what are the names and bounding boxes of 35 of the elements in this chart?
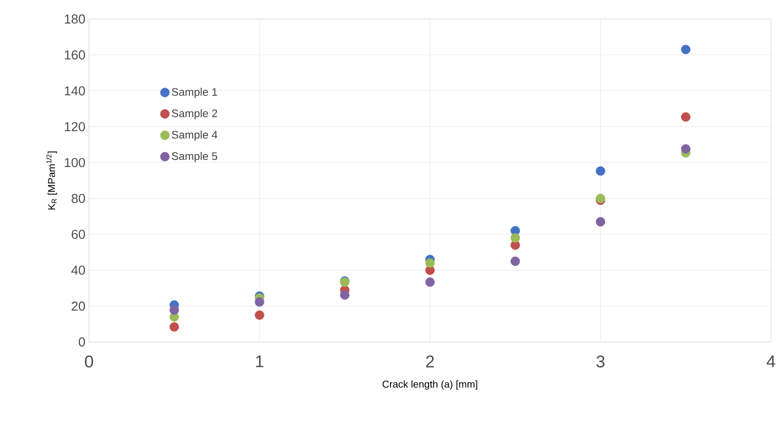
y-tick-label: 40 bbox=[71, 266, 85, 275]
point bbox=[681, 112, 690, 122]
point bbox=[596, 217, 606, 226]
point bbox=[254, 310, 264, 320]
y-tick-label: 100 bbox=[64, 158, 85, 168]
point bbox=[254, 297, 264, 307]
point bbox=[510, 256, 520, 266]
y-tick-label: 0 bbox=[78, 337, 85, 347]
x-tick-label: 1 bbox=[256, 356, 264, 368]
point bbox=[681, 144, 690, 154]
legend-label: Sample 4 bbox=[172, 130, 218, 141]
point bbox=[340, 290, 350, 300]
x-tick-label: 3 bbox=[596, 356, 604, 368]
y-tick-label: 180 bbox=[64, 14, 85, 24]
point bbox=[425, 277, 435, 287]
y-tick-label: 120 bbox=[64, 122, 85, 132]
point bbox=[170, 322, 179, 332]
y-tick-label: 80 bbox=[72, 194, 85, 204]
point bbox=[596, 166, 606, 176]
point bbox=[425, 258, 435, 268]
point bbox=[510, 233, 520, 243]
legend-label: Sample 2 bbox=[172, 109, 218, 120]
x-axis-title: Crack length (a) [mm] bbox=[382, 380, 478, 390]
y-axis-title: K$_{R}$ [MPam$^{1/2}$] bbox=[46, 151, 58, 210]
legend-label: Sample 5 bbox=[172, 152, 218, 162]
x-tick-label: 0 bbox=[84, 356, 94, 368]
y-tick-label: 60 bbox=[72, 230, 85, 239]
x-tick-label: 2 bbox=[426, 356, 434, 368]
legend-label: Sample 1 bbox=[172, 88, 218, 98]
x-tick-label: 4 bbox=[766, 356, 776, 368]
point bbox=[681, 44, 690, 54]
y-tick-label: 160 bbox=[64, 50, 85, 60]
y-tick-label: 140 bbox=[64, 86, 85, 96]
y-tick-label: 20 bbox=[72, 302, 85, 311]
point bbox=[170, 305, 179, 315]
